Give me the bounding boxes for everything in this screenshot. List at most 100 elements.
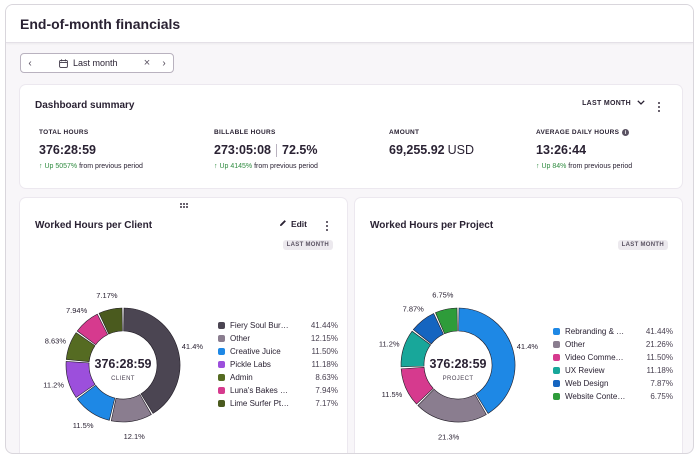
donut-slice[interactable] — [65, 361, 96, 398]
chevron-right-icon[interactable]: › — [162, 57, 166, 69]
legend-swatch — [553, 380, 560, 387]
arrow-up-icon: ↑ — [536, 163, 540, 170]
legend-label: Other — [565, 340, 586, 349]
legend-label: UX Review — [565, 366, 605, 375]
slice-label: 11.2% — [379, 340, 400, 349]
legend-value: 11.18% — [646, 366, 673, 375]
donut-slice[interactable] — [123, 307, 181, 414]
legend-swatch — [218, 348, 225, 355]
drag-handle-icon[interactable] — [180, 203, 188, 208]
app-window: End-of-month financials ‹ Last month × ›… — [5, 4, 694, 454]
slice-label: 21.3% — [438, 432, 460, 441]
project-donut-chart: 41.4% 21.3% 11.5% 11.2% 7.87% 6.75% 376:28:59 P… — [379, 291, 538, 442]
summary-title: Dashboard summary — [35, 100, 135, 111]
metric-value: 13:26:44 — [536, 143, 587, 157]
legend-swatch — [553, 328, 560, 335]
legend-item[interactable]: Other 12.15% — [218, 332, 338, 345]
legend-label: Luna's Bakes … — [230, 386, 289, 395]
summary-more-menu-icon[interactable] — [654, 100, 664, 114]
page-title: End-of-month financials — [20, 16, 181, 32]
legend-swatch — [553, 367, 560, 374]
donut-slice[interactable] — [417, 388, 487, 423]
calendar-icon — [57, 57, 69, 69]
slice-label: 11.5% — [73, 421, 94, 430]
legend-value: 8.63% — [315, 373, 338, 382]
arrow-up-icon: ↑ — [39, 163, 43, 170]
edit-label: Edit — [290, 219, 307, 229]
client-donut-chart: 41.4% 12.1% 11.5% 11.2% 8.63% 7.94% 7.17% 376:2… — [43, 291, 203, 441]
date-range-picker[interactable]: ‹ Last month × › — [20, 53, 174, 73]
arrow-up-icon: ↑ — [214, 163, 218, 170]
slice-label: 11.2% — [43, 380, 64, 389]
edit-button[interactable]: Edit — [279, 219, 307, 229]
metric-label: AVERAGE DAILY HOURS i — [536, 129, 632, 136]
legend-item[interactable]: Luna's Bakes … 7.94% — [218, 384, 338, 397]
slice-label: 7.94% — [66, 306, 88, 315]
project-legend: Rebranding & … 41.44% Other 21.26% Video Com… — [553, 325, 673, 403]
legend-swatch — [218, 322, 225, 329]
legend-item[interactable]: Fiery Soul Bur… 41.44% — [218, 319, 338, 332]
legend-label: Video Comme… — [565, 353, 624, 362]
client-hours-panel: Worked Hours per Client Edit LAST MONTH … — [20, 198, 347, 453]
metric-value: 376:28:59 — [39, 143, 96, 157]
legend-label: Other — [230, 334, 251, 343]
metric-label: AMOUNT — [389, 129, 420, 136]
metric-label: TOTAL HOURS — [39, 129, 89, 136]
donut-slice[interactable] — [110, 394, 152, 423]
legend-swatch — [218, 400, 225, 407]
donut-slice[interactable] — [76, 384, 116, 421]
legend-item[interactable]: Rebranding & … 41.44% — [553, 325, 673, 338]
metric-label: BILLABLE HOURS — [214, 129, 276, 136]
close-icon[interactable]: × — [143, 57, 151, 69]
legend-item[interactable]: Creative Juice 11.50% — [218, 345, 338, 358]
donut-center-value: 376:28:59 — [95, 357, 152, 371]
legend-swatch — [218, 387, 225, 394]
donut-slice[interactable] — [98, 307, 123, 335]
legend-label: Admin — [230, 373, 253, 382]
donut-slice[interactable] — [400, 330, 432, 368]
legend-item[interactable]: Lime Surfer Pt… 7.17% — [218, 397, 338, 410]
donut-center-value: 376:28:59 — [430, 357, 487, 371]
legend-value: 12.15% — [310, 334, 338, 343]
slice-label: 7.87% — [403, 305, 425, 314]
slice-label: 7.17% — [96, 291, 118, 300]
metric-value: 69,255.92 USD — [389, 143, 475, 157]
legend-item[interactable]: Website Conte… 6.75% — [553, 390, 673, 403]
range-badge: LAST MONTH — [617, 240, 668, 250]
legend-item[interactable]: Other 21.26% — [553, 338, 673, 351]
donut-center-label: CLIENT — [111, 376, 135, 382]
donut-center-label: PROJECT — [443, 376, 474, 382]
legend-value: 6.75% — [650, 392, 673, 401]
legend-swatch — [553, 354, 560, 361]
legend-label: Rebranding & … — [565, 327, 625, 336]
legend-swatch — [553, 341, 560, 348]
chevron-left-icon[interactable]: ‹ — [28, 57, 32, 69]
legend-value: 7.94% — [315, 386, 338, 395]
page-header: End-of-month financials — [6, 5, 693, 43]
legend-item[interactable]: Pickle Labs 11.18% — [218, 358, 338, 371]
donut-slice[interactable] — [412, 313, 444, 345]
donut-slice[interactable] — [76, 313, 109, 346]
range-dropdown[interactable]: LAST MONTH — [582, 100, 645, 107]
panel-title: Worked Hours per Client — [35, 220, 153, 231]
legend-item[interactable]: UX Review 11.18% — [553, 364, 673, 377]
metric-total-hours: TOTAL HOURS 376:28:59 ↑ Up 5057% from pr… — [39, 129, 143, 170]
legend-swatch — [218, 374, 225, 381]
legend-value: 41.44% — [310, 321, 338, 330]
donut-slice[interactable] — [400, 366, 434, 405]
legend-item[interactable]: Admin 8.63% — [218, 371, 338, 384]
slice-label: 6.75% — [432, 291, 454, 300]
slice-label: 12.1% — [124, 432, 146, 441]
donut-slice[interactable] — [435, 307, 458, 335]
panel-more-menu-icon[interactable] — [322, 219, 332, 233]
legend-item[interactable]: Web Design 7.87% — [553, 377, 673, 390]
metric-change: ↑ Up 84% from previous period — [536, 163, 633, 170]
legend-value: 11.18% — [311, 360, 338, 369]
legend-swatch — [218, 361, 225, 368]
donut-slice[interactable] — [458, 307, 516, 414]
client-legend: Fiery Soul Bur… 41.44% Other 12.15% Creative… — [218, 319, 338, 410]
legend-item[interactable]: Video Comme… 11.50% — [553, 351, 673, 364]
info-icon[interactable]: i — [622, 129, 630, 136]
metric-value: 273:05:08 72.5% — [214, 143, 318, 157]
donut-slice[interactable] — [65, 332, 96, 363]
